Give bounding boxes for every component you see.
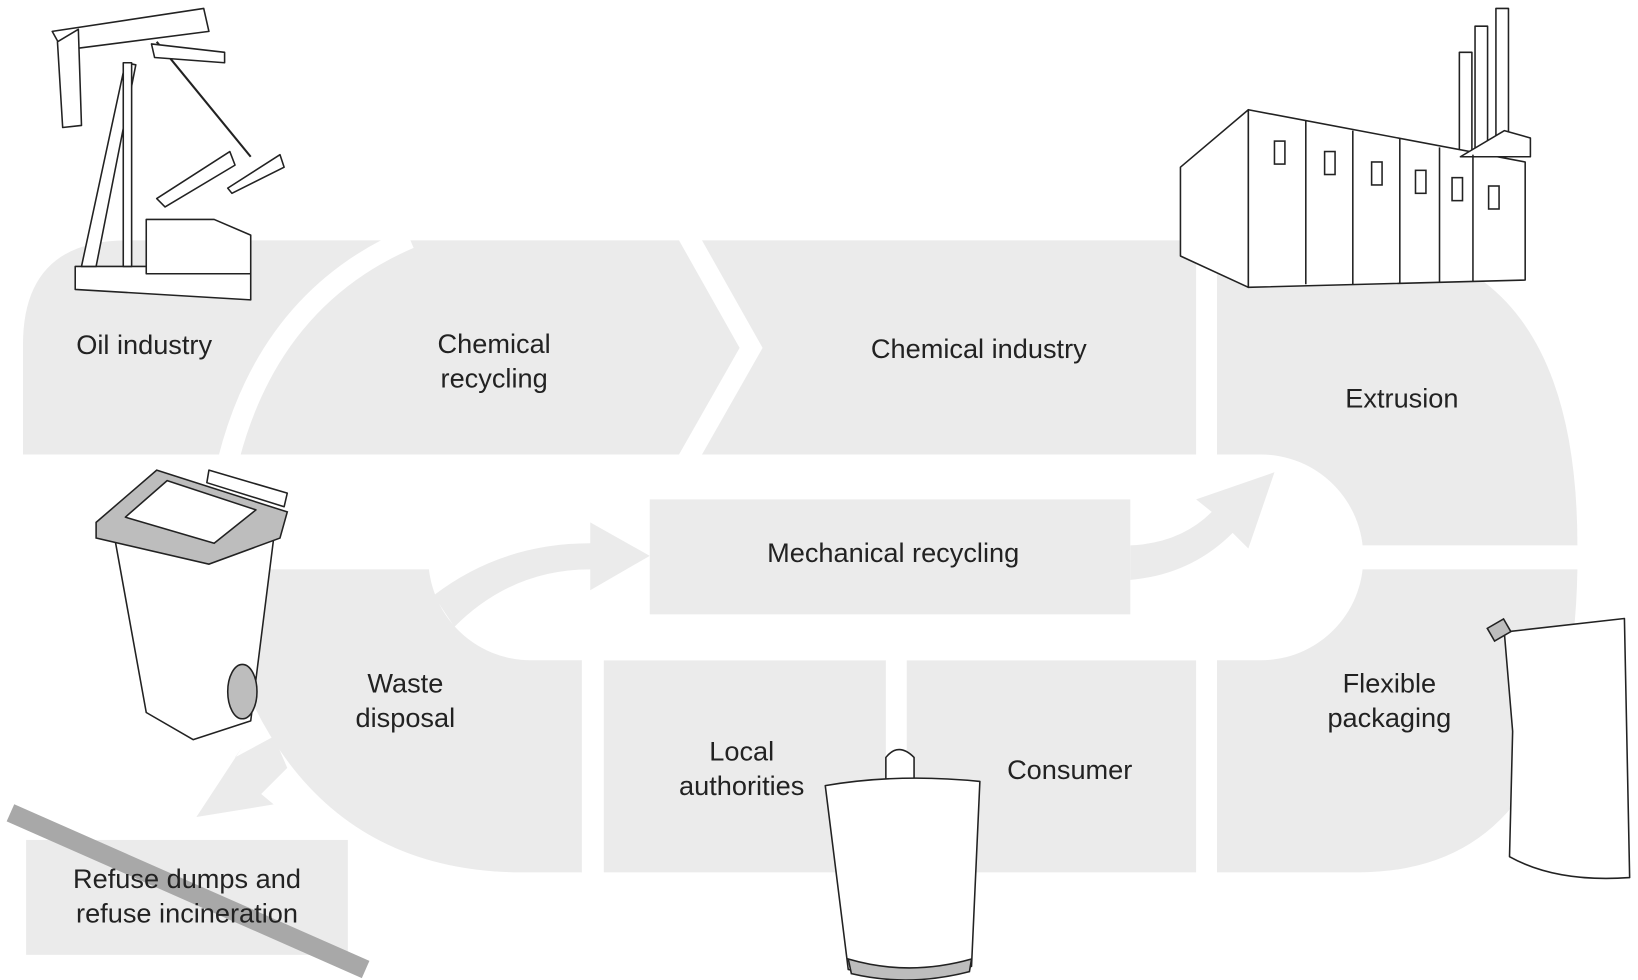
node-label: Local [709,735,774,766]
page: {"nodes":[ {"lines":["Oil industry"]}, {… [0,0,1638,980]
factory-icon [1180,8,1530,287]
oil-pump-icon [52,8,284,299]
node-label: recycling [441,362,548,393]
node-label: Refuse dumps and [73,863,301,894]
node-label: disposal [356,702,456,733]
node-label: Chemical industry [871,333,1087,364]
node-label: refuse incineration [76,897,298,928]
bag-icon [825,750,980,980]
recycling-diagram: Oil industry Chemicalrecycling Chemical in… [0,0,1638,980]
node-label: Flexible [1343,668,1437,699]
arrow-refuse [196,737,287,817]
node-label: Consumer [1007,754,1132,785]
node-label: Extrusion [1345,382,1458,413]
node-label: authorities [679,770,804,801]
node-label: Waste [367,668,443,699]
node-label: Oil industry [76,329,212,360]
node-label: Chemical [438,328,551,359]
node-label: Mechanical recycling [767,537,1019,568]
node-label: packaging [1327,702,1451,733]
